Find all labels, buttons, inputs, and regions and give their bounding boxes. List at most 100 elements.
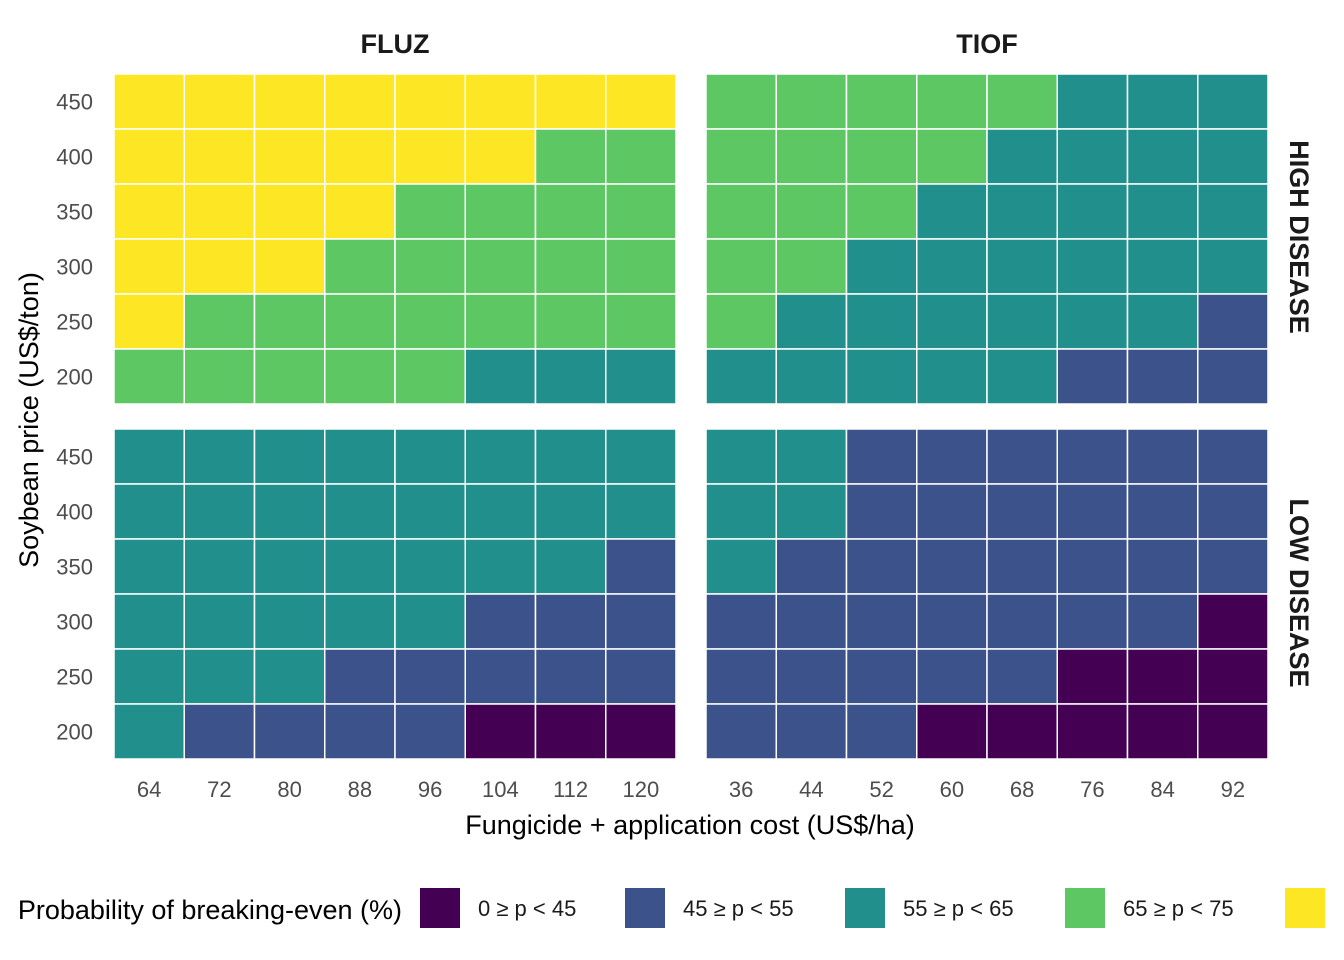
heatmap-cell xyxy=(605,648,677,705)
heatmap-cell xyxy=(113,183,185,240)
heatmap-cell xyxy=(324,593,396,650)
heatmap-cell xyxy=(113,483,185,540)
x-tick-labels: 64 72 80 88 96 104 112 120 36 44 52 60 68 76 84 92 xyxy=(137,777,1245,802)
legend-title: Probability of breaking-even (%) xyxy=(18,895,402,925)
x-tick-label: 104 xyxy=(482,777,519,802)
heatmap-cell xyxy=(986,703,1058,760)
heatmap-cell xyxy=(1126,428,1199,485)
heatmap-cell xyxy=(1056,128,1129,185)
heatmap-cell xyxy=(845,483,918,540)
heatmap-cell xyxy=(534,428,607,485)
heatmap-cell xyxy=(1197,183,1269,240)
heatmap-cell xyxy=(534,483,607,540)
heatmap-cell xyxy=(183,428,256,485)
heatmap-cell xyxy=(324,293,396,350)
heatmap-cell xyxy=(986,238,1058,295)
heatmap-cell xyxy=(324,648,396,705)
heatmap-cell xyxy=(1126,183,1199,240)
heatmap-cell xyxy=(845,73,918,130)
heatmap-cell xyxy=(464,293,537,350)
heatmap-cell xyxy=(705,648,777,705)
heatmap-cell xyxy=(1056,483,1129,540)
heatmap-cell xyxy=(775,238,848,295)
heatmap-cell xyxy=(113,648,185,705)
heatmap-cell xyxy=(324,238,396,295)
heatmap-cell xyxy=(775,293,848,350)
strip-column-fluz: FLUZ xyxy=(361,29,430,59)
heatmap-cell xyxy=(113,348,185,405)
heatmap-cell xyxy=(916,483,988,540)
heatmap-cell xyxy=(1056,593,1129,650)
heatmap-cell xyxy=(394,348,466,405)
heatmap-cell xyxy=(534,128,607,185)
heatmap-cell xyxy=(253,538,326,595)
heatmap-cell xyxy=(183,73,256,130)
heatmap-cell xyxy=(1197,593,1269,650)
legend-key xyxy=(625,888,665,928)
heatmap-cell xyxy=(845,593,918,650)
heatmap-cell xyxy=(916,648,988,705)
heatmap-cell xyxy=(253,73,326,130)
y-tick-label: 400 xyxy=(56,500,93,525)
heatmap-cell xyxy=(183,293,256,350)
heatmap-cell xyxy=(534,183,607,240)
heatmap-cell xyxy=(1197,648,1269,705)
heatmap-cell xyxy=(324,428,396,485)
heatmap-cell xyxy=(845,703,918,760)
legend-key xyxy=(1285,888,1325,928)
heatmap-cell xyxy=(534,73,607,130)
y-tick-label: 300 xyxy=(56,255,93,280)
heatmap-cell xyxy=(775,428,848,485)
y-axis-title: Soybean price (US$/ton) xyxy=(14,272,44,568)
y-tick-label: 200 xyxy=(56,365,93,390)
heatmap-cell xyxy=(464,183,537,240)
heatmap-cell xyxy=(986,73,1058,130)
heatmap-cell xyxy=(183,648,256,705)
y-tick-label: 250 xyxy=(56,665,93,690)
heatmap-cell xyxy=(113,238,185,295)
heatmap-cell xyxy=(845,293,918,350)
heatmap-cell xyxy=(183,238,256,295)
heatmap-cell xyxy=(464,428,537,485)
heatmap-cell xyxy=(113,73,185,130)
x-tick-label: 68 xyxy=(1010,777,1034,802)
heatmap-cell xyxy=(1126,293,1199,350)
x-tick-label: 64 xyxy=(137,777,161,802)
heatmap-cell xyxy=(775,183,848,240)
heatmap-cell xyxy=(916,238,988,295)
heatmap-cell xyxy=(845,648,918,705)
heatmap-cell xyxy=(464,593,537,650)
heatmap-cell xyxy=(1197,293,1269,350)
heatmap-cell xyxy=(986,593,1058,650)
legend-key xyxy=(420,888,460,928)
heatmap-cell xyxy=(1197,73,1269,130)
heatmap-cell xyxy=(605,593,677,650)
heatmap-cell xyxy=(916,428,988,485)
y-tick-label: 450 xyxy=(56,445,93,470)
heatmap-cell xyxy=(775,538,848,595)
heatmap-cell xyxy=(1056,703,1129,760)
heatmap-cell xyxy=(605,128,677,185)
heatmap-cell xyxy=(324,348,396,405)
heatmap-cell xyxy=(113,128,185,185)
heatmap-cell xyxy=(183,703,256,760)
heatmap-cell xyxy=(986,348,1058,405)
heatmap-cell xyxy=(1056,293,1129,350)
heatmap-cell xyxy=(1126,238,1199,295)
panel-tiof-low-disease xyxy=(705,428,1269,760)
heatmap-cell xyxy=(1056,183,1129,240)
heatmap-cell xyxy=(986,293,1058,350)
heatmap-cell xyxy=(113,593,185,650)
heatmap-cell xyxy=(324,483,396,540)
heatmap-cell xyxy=(253,703,326,760)
heatmap-cell xyxy=(253,238,326,295)
heatmap-cell xyxy=(394,593,466,650)
x-tick-label: 112 xyxy=(553,777,588,802)
heatmap-cell xyxy=(394,483,466,540)
panel-fluz-low-disease xyxy=(113,428,677,760)
heatmap-cell xyxy=(183,483,256,540)
heatmap-cell xyxy=(183,128,256,185)
heatmap-cell xyxy=(605,483,677,540)
heatmap-cell xyxy=(253,593,326,650)
y-tick-labels: 450 400 350 300 250 200 450 400 350 300 250 200 xyxy=(56,90,93,745)
